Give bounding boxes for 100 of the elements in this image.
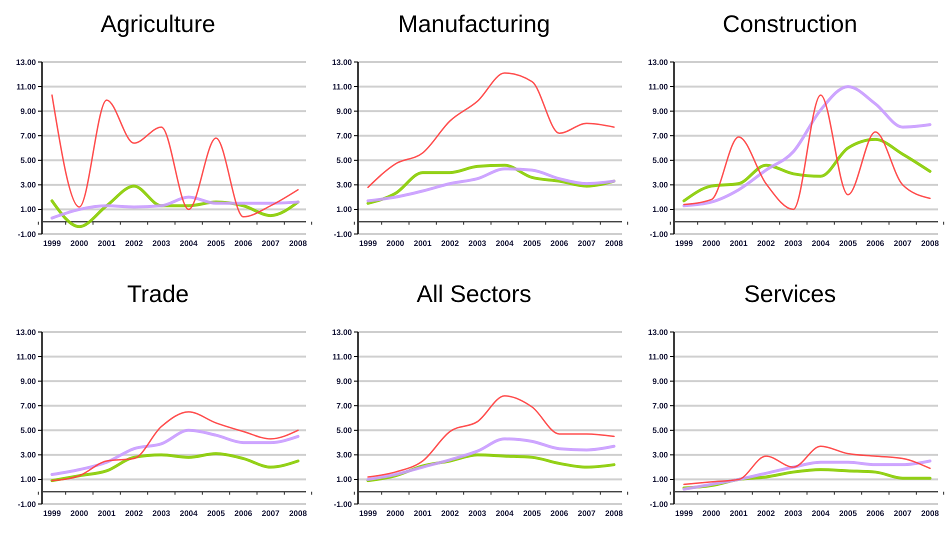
- x-tick-label: 2001: [730, 509, 748, 518]
- y-tick-label: 13.00: [648, 58, 669, 67]
- line-series: [366, 437, 616, 481]
- x-tick-label: 2007: [894, 239, 912, 248]
- x-tick-label: 2006: [234, 509, 253, 518]
- y-tick-label: 5.00: [20, 426, 37, 436]
- y-tick-label: 9.00: [336, 376, 353, 386]
- x-tick-label: 2006: [234, 239, 253, 248]
- y-tick-label: 1.00: [336, 205, 353, 214]
- x-tick-label: 2008: [921, 239, 940, 248]
- x-tick-label: 2002: [125, 239, 144, 248]
- y-tick-label: 13.00: [648, 328, 669, 337]
- x-tick-label: 2003: [784, 239, 803, 248]
- y-tick-label: 3.00: [336, 450, 353, 460]
- chart-title: All Sectors: [416, 281, 532, 308]
- x-tick-label: 1999: [359, 509, 378, 518]
- x-tick-label: 2003: [152, 239, 171, 248]
- x-tick-label: 2007: [894, 509, 912, 518]
- x-tick-label: 2008: [289, 509, 308, 518]
- x-tick-label: 2005: [207, 239, 226, 248]
- y-tick-label: 9.00: [652, 106, 669, 116]
- y-tick-label: 7.00: [20, 402, 37, 411]
- y-tick-label: -1.00: [18, 230, 37, 239]
- x-tick-label: 2001: [414, 509, 432, 518]
- x-tick-label: 2008: [921, 509, 940, 518]
- x-tick-label: 2006: [550, 509, 569, 518]
- chart-title: Manufacturing: [398, 11, 550, 38]
- y-tick-label: 9.00: [336, 106, 353, 116]
- chart-title: Services: [744, 281, 836, 308]
- x-tick-label: 2007: [578, 239, 596, 248]
- x-tick-label: 1999: [43, 239, 62, 248]
- y-tick-label: -1.00: [334, 500, 353, 509]
- x-tick-label: 2008: [289, 239, 308, 248]
- line-series: [682, 138, 932, 202]
- line-series: [51, 411, 299, 482]
- x-tick-label: 2004: [180, 509, 198, 518]
- y-tick-label: 7.00: [652, 132, 669, 141]
- y-tick-label: 11.00: [16, 352, 37, 362]
- x-tick-label: 2000: [702, 239, 721, 248]
- x-tick-label: 2000: [70, 509, 89, 518]
- x-tick-label: 2002: [757, 239, 776, 248]
- x-tick-label: 2003: [784, 509, 803, 518]
- x-tick-label: 2005: [523, 509, 542, 518]
- x-tick-label: 2002: [441, 239, 460, 248]
- x-tick-label: 2004: [812, 509, 830, 518]
- x-tick-label: 2002: [441, 509, 460, 518]
- y-tick-label: 5.00: [652, 426, 669, 436]
- y-tick-label: 13.00: [332, 328, 353, 337]
- y-tick-label: 3.00: [652, 180, 669, 190]
- y-tick-label: 1.00: [652, 475, 669, 484]
- x-tick-label: 2006: [866, 509, 885, 518]
- y-tick-label: 3.00: [20, 450, 37, 460]
- x-tick-label: 2005: [207, 509, 226, 518]
- line-series: [683, 446, 931, 486]
- x-tick-label: 2006: [866, 239, 885, 248]
- x-tick-label: 2000: [702, 509, 721, 518]
- line-series: [50, 196, 300, 220]
- y-tick-label: 11.00: [648, 352, 669, 362]
- y-tick-label: 3.00: [336, 180, 353, 190]
- x-tick-label: 2008: [605, 239, 624, 248]
- chart-title: Agriculture: [100, 11, 216, 38]
- x-tick-label: 2005: [839, 509, 858, 518]
- chart-title: Construction: [722, 11, 858, 38]
- x-tick-label: 2004: [496, 239, 514, 248]
- y-tick-label: 1.00: [20, 205, 37, 214]
- y-tick-label: 11.00: [648, 82, 669, 92]
- x-tick-label: 1999: [359, 239, 378, 248]
- x-tick-label: 2006: [550, 239, 569, 248]
- y-tick-label: -1.00: [18, 500, 37, 509]
- y-tick-label: 1.00: [336, 475, 353, 484]
- x-tick-label: 2000: [386, 509, 405, 518]
- line-series: [367, 72, 615, 188]
- y-tick-label: 13.00: [332, 58, 353, 67]
- x-tick-label: 2001: [98, 239, 116, 248]
- y-tick-label: 3.00: [652, 450, 669, 460]
- x-tick-label: 2005: [839, 239, 858, 248]
- line-series: [50, 428, 300, 476]
- y-tick-label: 1.00: [652, 205, 669, 214]
- y-tick-label: 5.00: [20, 156, 37, 166]
- y-tick-label: 7.00: [336, 132, 353, 141]
- y-tick-label: 11.00: [332, 82, 353, 92]
- x-tick-label: 2001: [730, 239, 748, 248]
- x-tick-label: 2001: [414, 239, 432, 248]
- chart-title: Trade: [127, 281, 189, 308]
- y-tick-label: 7.00: [20, 132, 37, 141]
- x-tick-label: 2000: [386, 239, 405, 248]
- y-tick-label: 5.00: [652, 156, 669, 166]
- y-tick-label: 7.00: [336, 402, 353, 411]
- x-tick-label: 2007: [262, 509, 280, 518]
- x-tick-label: 2007: [578, 509, 596, 518]
- y-tick-label: 7.00: [652, 402, 669, 411]
- y-tick-label: 1.00: [20, 475, 37, 484]
- x-tick-label: 2008: [605, 509, 624, 518]
- x-tick-label: 2001: [98, 509, 116, 518]
- x-tick-label: 2000: [70, 239, 89, 248]
- x-tick-label: 2003: [468, 239, 487, 248]
- x-tick-label: 2004: [812, 239, 830, 248]
- x-tick-label: 2002: [757, 509, 776, 518]
- y-tick-label: 3.00: [20, 180, 37, 190]
- y-tick-label: -1.00: [650, 230, 669, 239]
